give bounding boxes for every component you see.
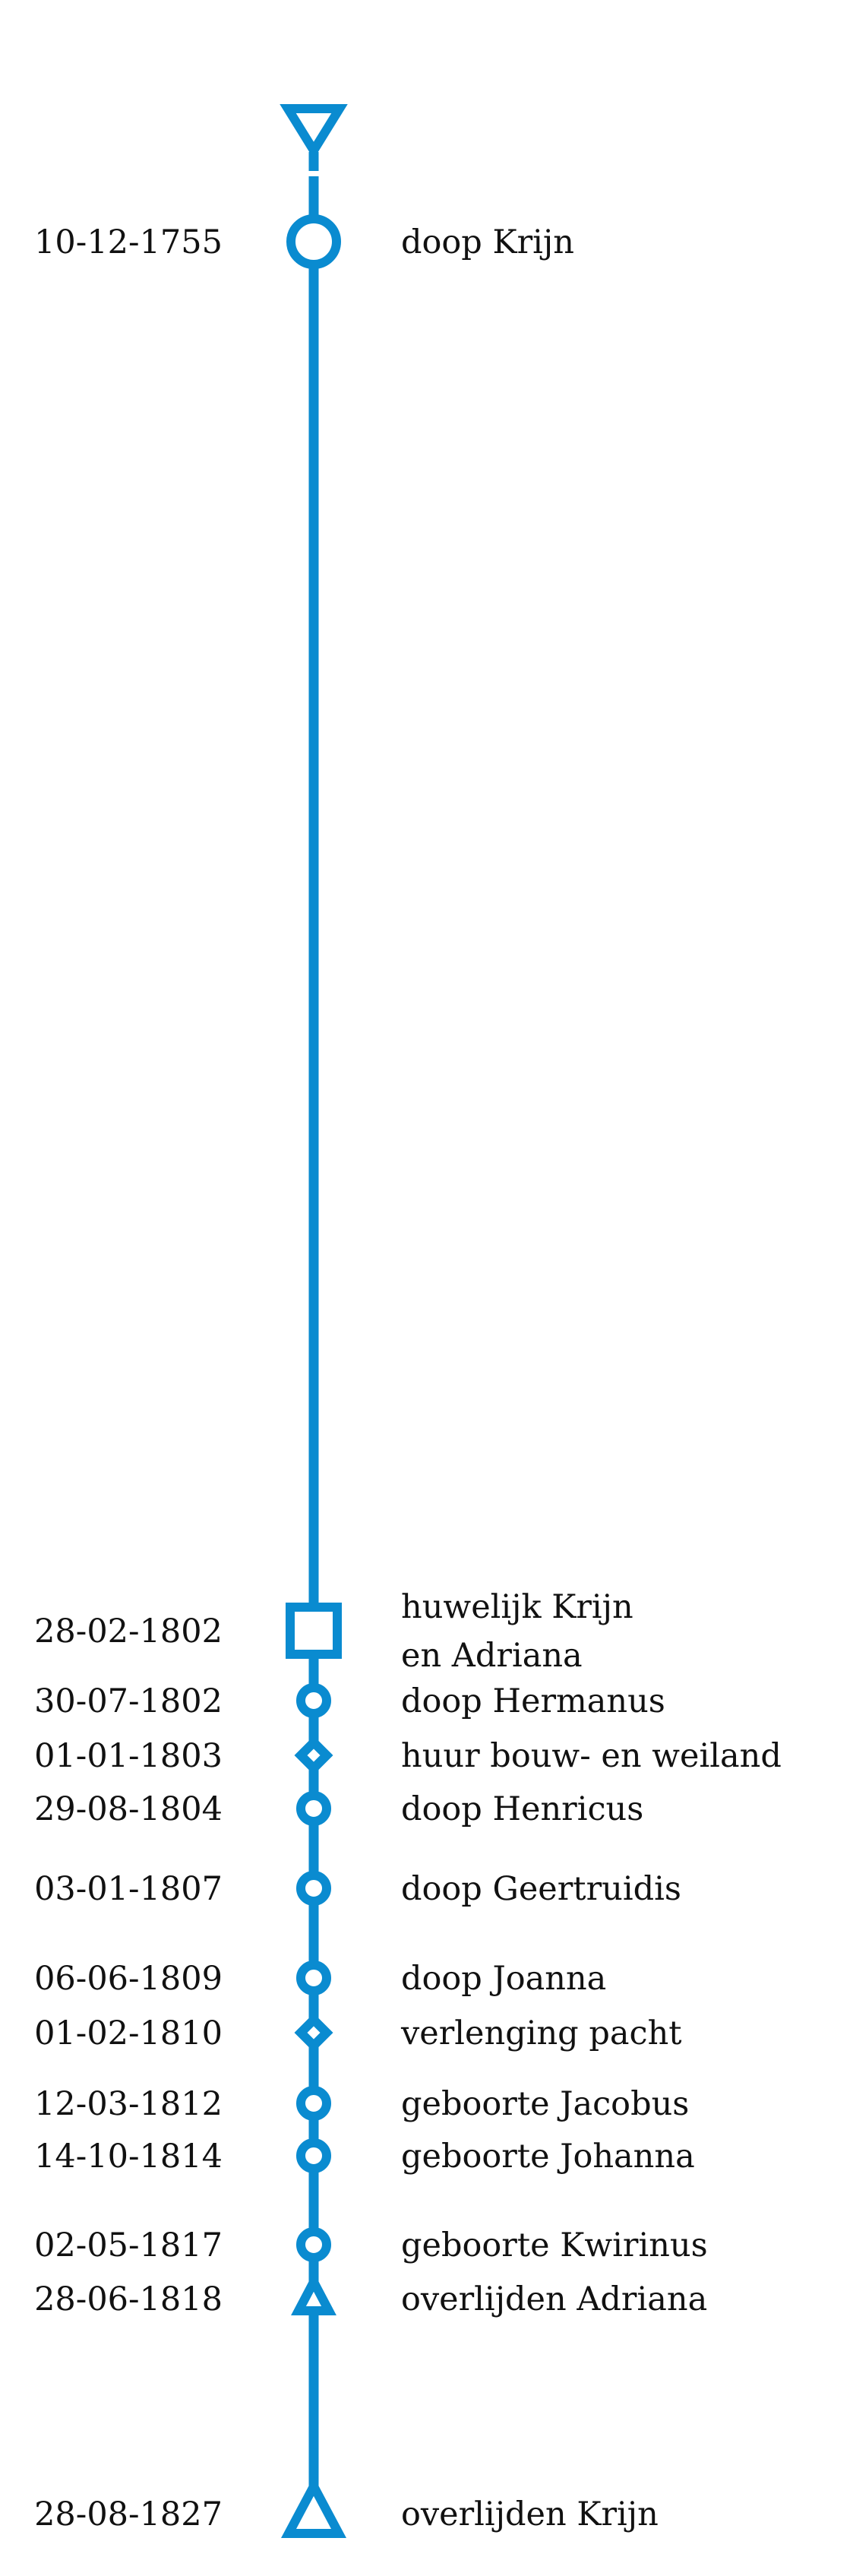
event-date: 14-10-1814 [34, 2138, 223, 2176]
timeline-event: 06-06-1809 doop Joanna [34, 1960, 606, 1998]
event-date: 02-05-1817 [34, 2226, 223, 2264]
timeline-event: 01-02-1810 verlenging pacht [34, 2013, 682, 2052]
event-label: huur bouw- en weiland [401, 1737, 782, 1775]
event-label: doop Joanna [401, 1960, 606, 1998]
event-label: doop Henricus [401, 1790, 643, 1828]
event-marker-5-circle-icon [296, 1871, 331, 1906]
event-date: 30-07-1802 [34, 1682, 223, 1720]
event-marker-12-triangle-up-icon [281, 2476, 346, 2538]
timeline-event: 10-12-1755 doop Krijn [34, 214, 574, 269]
event-marker-7-diamond-icon [294, 2013, 333, 2052]
timeline-event: 29-08-1804 doop Henricus [34, 1790, 643, 1828]
timeline-event: 28-06-1818 overlijden Adriana [34, 2272, 707, 2318]
timeline-event: 01-01-1803 huur bouw- en weiland [34, 1736, 782, 1775]
event-date: 10-12-1755 [34, 223, 223, 261]
event-label: doop Krijn [401, 223, 574, 261]
event-label: verlenging pacht [400, 2014, 682, 2052]
timeline-event: 28-02-1802 huwelijk Krijn en Adriana [34, 1588, 633, 1675]
timeline-axis [280, 104, 348, 2538]
event-marker-8-circle-icon [296, 2086, 331, 2121]
event-date: 03-01-1807 [34, 1870, 223, 1908]
event-label: en Adriana [401, 1637, 583, 1675]
event-label: doop Geertruidis [401, 1870, 681, 1908]
event-date: 28-02-1802 [34, 1612, 223, 1650]
event-marker-2-circle-icon [296, 1683, 331, 1718]
event-date: 29-08-1804 [34, 1790, 223, 1828]
event-label: geboorte Kwirinus [401, 2226, 708, 2264]
event-date: 06-06-1809 [34, 1960, 223, 1998]
event-marker-11-triangle-up-icon [291, 2272, 336, 2315]
timeline-event: 30-07-1802 doop Hermanus [34, 1682, 665, 1720]
start-triangle-down-icon [280, 104, 348, 160]
event-marker-4-circle-icon [296, 1791, 331, 1826]
event-date: 12-03-1812 [34, 2085, 223, 2123]
timeline-event: 14-10-1814 geboorte Johanna [34, 2138, 695, 2176]
event-date: 28-06-1818 [34, 2280, 223, 2318]
event-marker-6-circle-icon [296, 1960, 331, 1995]
timeline-event: 03-01-1807 doop Geertruidis [34, 1870, 681, 1908]
event-marker-10-circle-icon [296, 2227, 331, 2262]
timeline-event: 02-05-1817 geboorte Kwirinus [34, 2226, 708, 2264]
event-label: overlijden Adriana [401, 2280, 707, 2318]
event-date: 01-02-1810 [34, 2014, 223, 2052]
timeline-events: 10-12-1755 doop Krijn 28-02-1802 huwelijk K… [34, 214, 782, 2538]
event-label: geboorte Jacobus [401, 2085, 689, 2123]
event-marker-1-square-icon [286, 1603, 342, 1659]
event-label: geboorte Johanna [401, 2138, 695, 2176]
event-date: 28-08-1827 [34, 2495, 223, 2533]
event-marker-9-circle-icon [296, 2138, 331, 2173]
event-label: overlijden Krijn [401, 2495, 659, 2533]
timeline-event: 12-03-1812 geboorte Jacobus [34, 2085, 689, 2123]
event-date: 01-01-1803 [34, 1737, 223, 1775]
event-marker-3-diamond-icon [294, 1736, 333, 1775]
event-label: huwelijk Krijn [401, 1588, 633, 1626]
timeline-event: 28-08-1827 overlijden Krijn [34, 2476, 659, 2538]
event-label: doop Hermanus [401, 1682, 665, 1720]
event-marker-0-circle-icon [286, 214, 341, 269]
